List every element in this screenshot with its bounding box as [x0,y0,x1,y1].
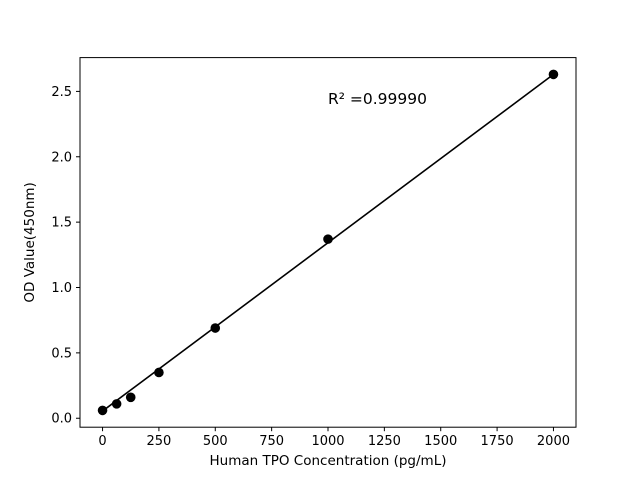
x-tick-label: 500 [203,434,228,449]
x-tick-label: 1250 [368,434,401,449]
r-squared-annotation: R² =0.99990 [328,90,427,108]
y-tick-label: 0.0 [51,412,72,427]
x-tick-label: 1500 [424,434,457,449]
y-tick-label: 2.5 [51,85,72,100]
data-point [548,69,559,80]
y-tick-label: 2.0 [51,150,72,165]
y-axis-label: OD Value(450nm) [22,182,38,302]
data-point [323,234,333,244]
data-point [125,392,136,403]
y-tick-label: 1.5 [51,216,72,231]
x-tick-label: 1750 [481,434,514,449]
data-point [154,367,164,378]
x-tick-label: 0 [98,434,106,449]
x-tick-label: 250 [146,434,171,449]
y-tick-label: 1.0 [51,281,72,296]
data-point [210,323,221,333]
y-tick-label: 0.5 [51,346,72,361]
x-tick-label: 750 [259,434,284,449]
x-tick-label: 2000 [537,434,570,449]
data-point [97,405,108,416]
x-tick-label: 1000 [311,434,344,449]
data-point [111,399,122,409]
x-axis-label: Human TPO Concentration (pg/mL) [210,453,447,469]
